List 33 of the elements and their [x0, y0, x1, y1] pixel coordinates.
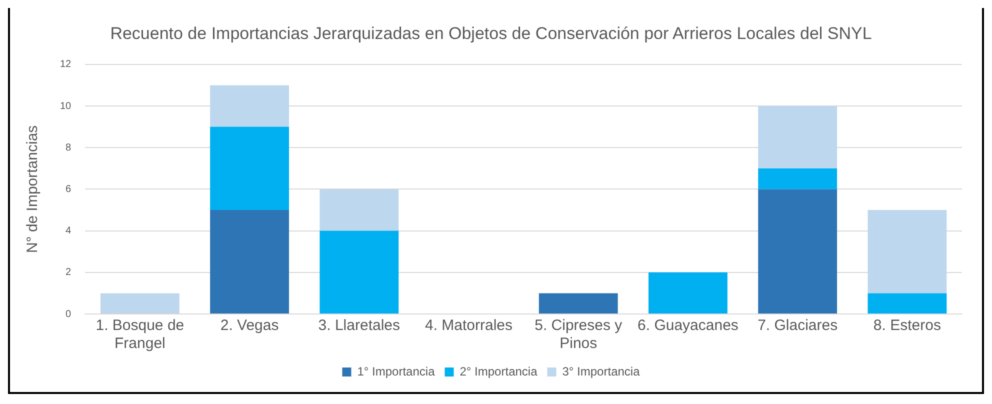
y-tick-label: 0	[66, 308, 72, 320]
x-tick-label: 3. Llaretales	[318, 317, 400, 334]
chart-title: Recuento de Importancias Jerarquizadas en Objetos de Conservación por Arrieros Locales del SNYL	[110, 24, 872, 43]
y-tick-label: 6	[66, 184, 72, 195]
x-tick-label: 7. Glaciares	[758, 317, 838, 334]
bar	[320, 230, 399, 314]
bar	[210, 126, 289, 210]
bar	[758, 189, 838, 314]
bar	[868, 210, 947, 294]
legend-label: 3° Importancia	[562, 364, 640, 378]
y-tick-label: 12	[60, 59, 72, 70]
x-tick-label: 6. Guayacanes	[638, 317, 738, 334]
y-tick-label: 4	[66, 226, 72, 237]
x-tick-label: 1. Bosque de Frangel	[96, 317, 184, 352]
y-axis-title: N° de Importancias	[24, 125, 42, 254]
bar	[868, 293, 947, 314]
bar	[758, 168, 838, 190]
bar	[210, 210, 289, 314]
bar	[320, 189, 399, 231]
bar	[210, 85, 289, 127]
bar	[538, 293, 618, 314]
bar	[758, 106, 838, 168]
y-tick-label: 10	[60, 100, 72, 112]
x-tick-label: 5. Cipreses y Pinos	[534, 317, 623, 352]
x-tick-label: 4. Matorrales	[424, 317, 513, 334]
x-tick-label: 8. Esteros	[873, 317, 941, 334]
bar	[100, 293, 180, 314]
y-tick-label: 2	[66, 267, 72, 278]
bar	[648, 272, 728, 314]
x-tick-label: 2. Vegas	[220, 317, 279, 334]
y-tick-label: 8	[66, 142, 72, 154]
legend-label: 2° Importancia	[460, 364, 538, 378]
legend-label: 1° Importancia	[357, 364, 436, 378]
